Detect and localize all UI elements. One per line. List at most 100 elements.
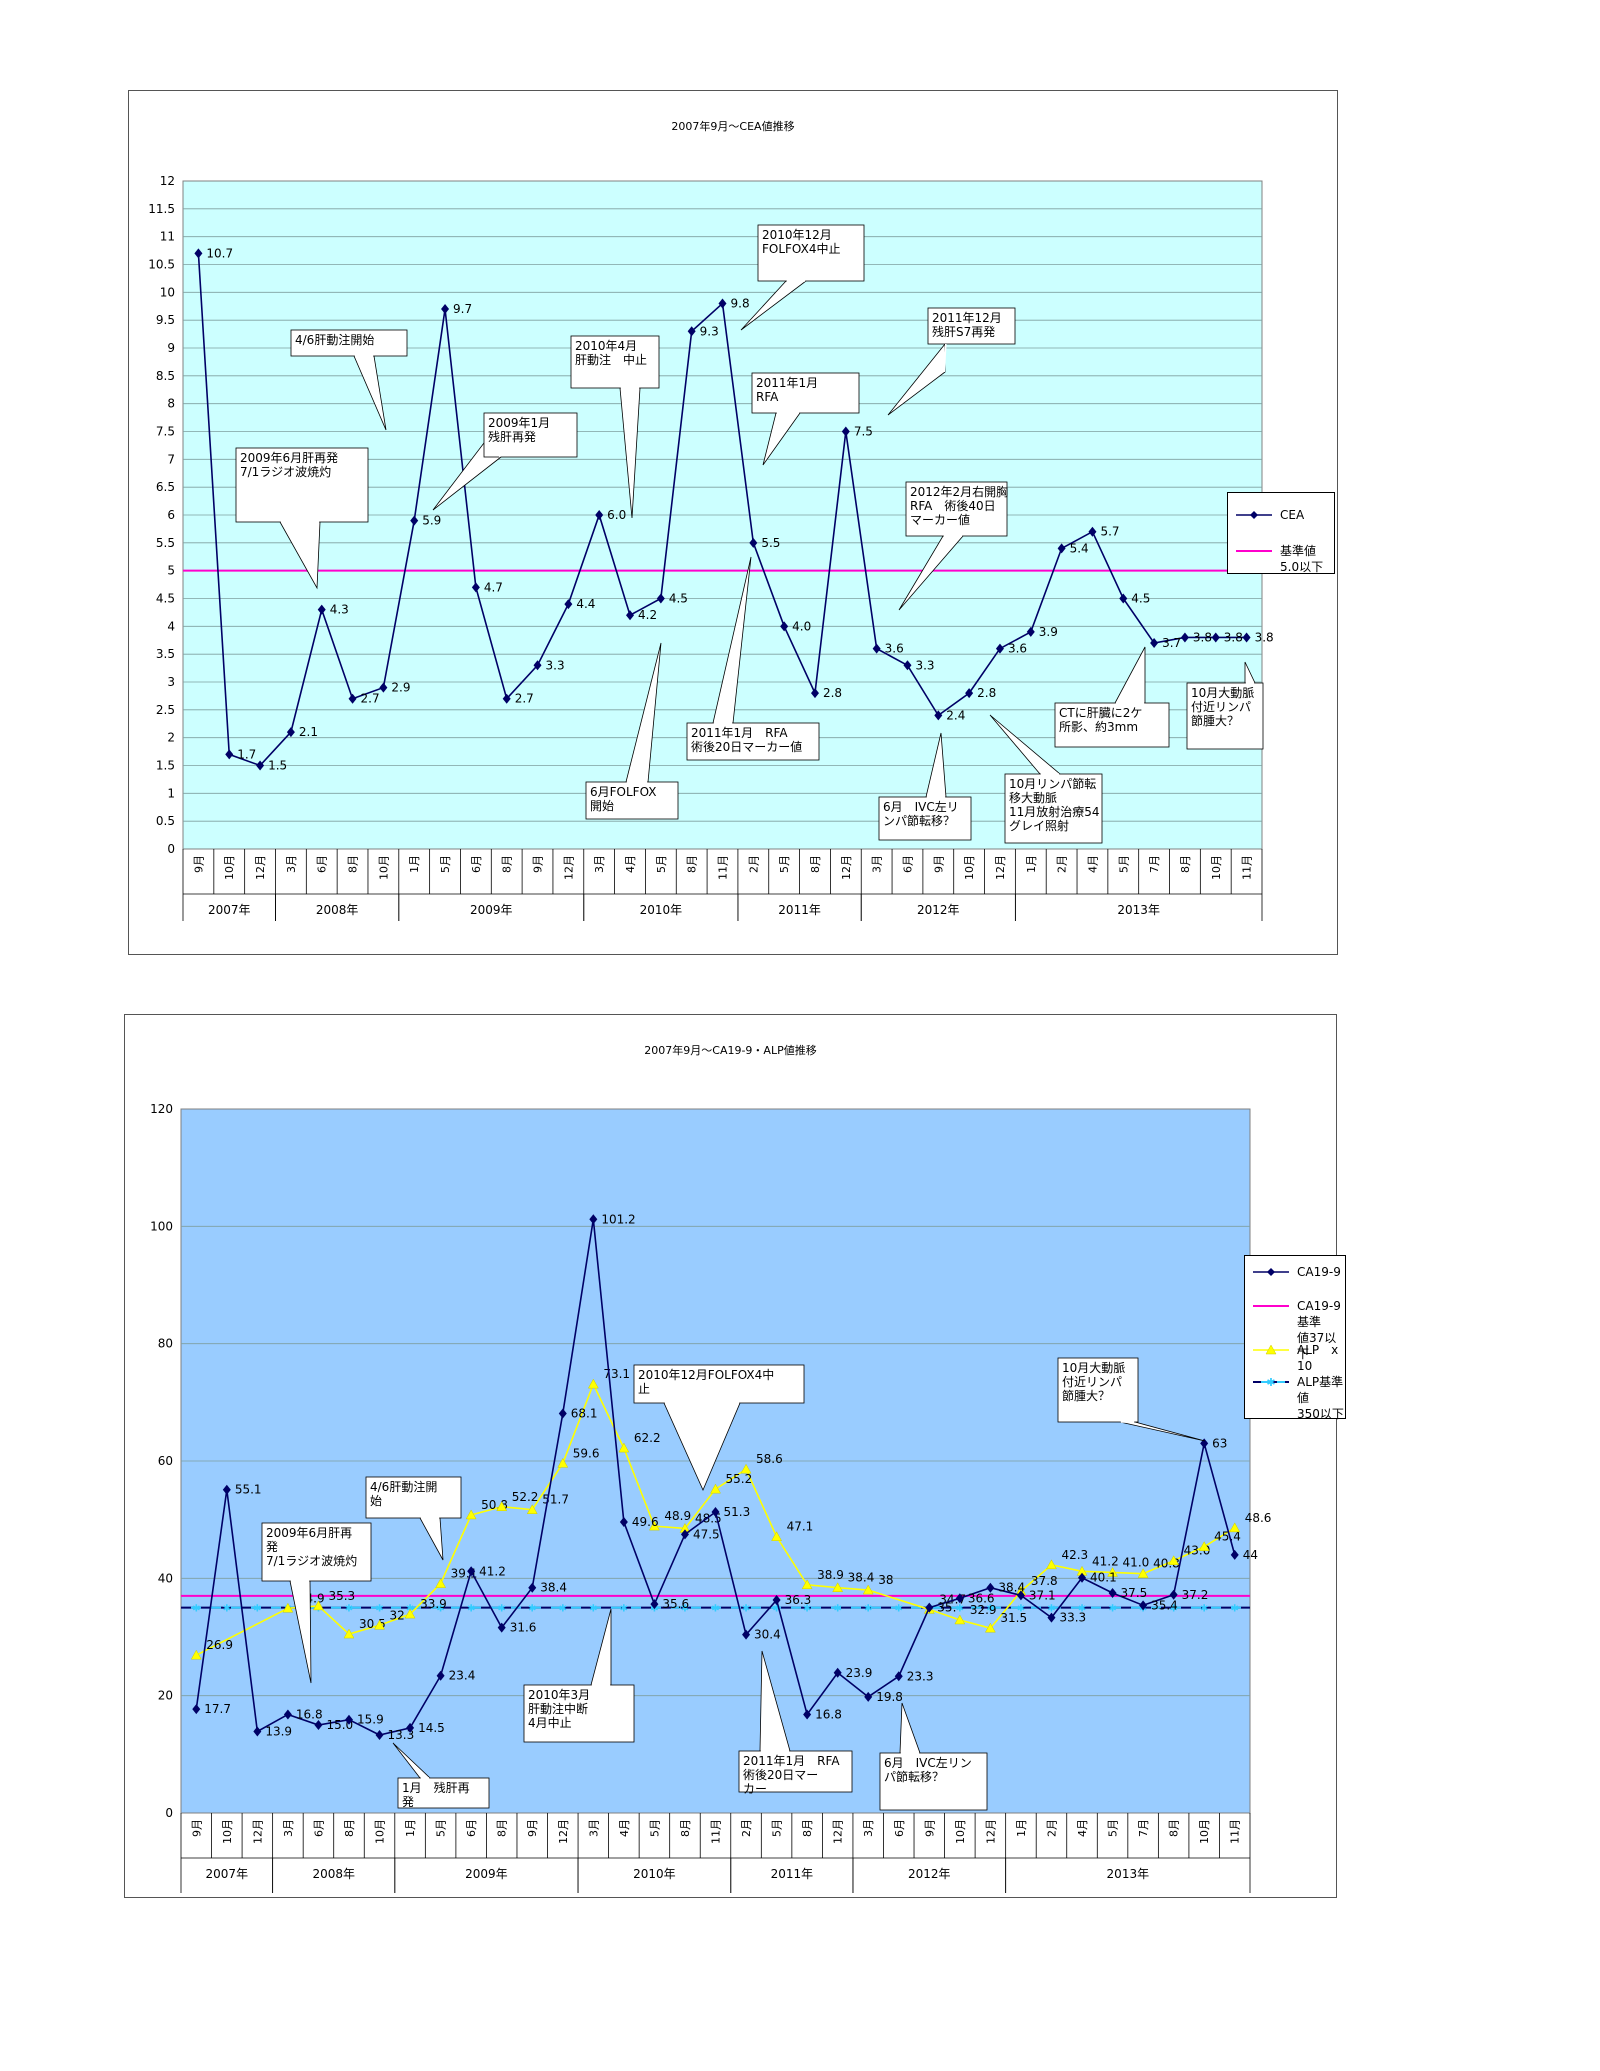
c2-data-point xyxy=(375,1729,384,1740)
c2-data-point xyxy=(1169,1589,1178,1600)
c2-alp-point xyxy=(282,1602,294,1613)
c1-data-label: 5.5 xyxy=(761,536,780,550)
legend-label-alp-baseline: ALP基準値 350以下 xyxy=(1297,1374,1345,1422)
c2-alp-point xyxy=(618,1442,630,1453)
c1-month-label: 1月 xyxy=(408,855,421,873)
c1-y-tick-label: 0.5 xyxy=(156,814,175,828)
c1-callout-box xyxy=(1186,682,1264,750)
c1-callout-text: 節腫大？ xyxy=(1191,713,1239,728)
c2-baseline-marker: ✱ xyxy=(1017,1604,1025,1615)
c2-data-label: 62.2 xyxy=(634,1431,661,1445)
c1-month-label: 6月 xyxy=(316,855,329,873)
c2-data-label: 36.3 xyxy=(785,1593,812,1607)
c2-month-label: 6月 xyxy=(312,1819,325,1837)
c2-data-label: 41.0 xyxy=(1123,1555,1150,1569)
c2-alp-point xyxy=(587,1378,599,1389)
c1-month-label: 7月 xyxy=(1148,855,1161,873)
c2-month-label: 3月 xyxy=(282,1819,295,1837)
c1-data-point xyxy=(194,248,203,259)
c1-month-label: 11月 xyxy=(717,855,730,880)
c2-month-label: 12月 xyxy=(984,1819,997,1844)
c2-month-label: 6月 xyxy=(465,1819,478,1837)
c2-month-label: 3月 xyxy=(587,1819,600,1837)
c1-data-label: 2.1 xyxy=(299,725,318,739)
c2-data-label: 59.6 xyxy=(573,1446,600,1460)
c1-data-label: 9.3 xyxy=(700,324,719,338)
c2-y-tick-label: 20 xyxy=(158,1689,173,1703)
c2-baseline-marker: ✱ xyxy=(559,1604,567,1615)
c2-data-point xyxy=(1016,1590,1025,1601)
c1-y-tick-label: 8 xyxy=(167,397,175,411)
c2-alp-point xyxy=(710,1483,721,1494)
c2-data-label: 38.4 xyxy=(998,1581,1025,1595)
c1-callout-box xyxy=(878,796,972,841)
c2-alp-point xyxy=(1137,1568,1149,1578)
c1-data-point xyxy=(1026,626,1035,637)
c1-data-point xyxy=(317,604,326,615)
c2-month-label: 5月 xyxy=(648,1819,661,1837)
c2-baseline-marker: ✱ xyxy=(742,1604,750,1615)
c2-baseline-marker: ✱ xyxy=(1047,1604,1055,1615)
c1-month-label: 12月 xyxy=(254,855,267,880)
c1-callout-text: 6月 IVC左リ xyxy=(883,799,959,814)
c1-data-point xyxy=(965,688,974,699)
c2-baseline-marker: ✱ xyxy=(345,1604,353,1615)
c2-month-label: 1月 xyxy=(1015,1819,1028,1837)
c1-data-point xyxy=(749,537,758,548)
c2-data-point xyxy=(406,1722,415,1733)
c1-y-tick-label: 8.5 xyxy=(156,369,175,383)
c1-y-tick-label: 4 xyxy=(167,619,175,633)
c2-data-label: 63 xyxy=(1212,1436,1227,1450)
c2-callout-box xyxy=(738,1750,853,1793)
c2-data-label: 15.9 xyxy=(357,1713,384,1727)
c2-callout-text: 始 xyxy=(370,1494,382,1508)
c2-data-point xyxy=(558,1408,567,1419)
c2-data-label: 33.3 xyxy=(1059,1611,1086,1625)
c2-alp-point xyxy=(526,1504,538,1514)
c1-y-tick-label: 9.5 xyxy=(156,313,175,327)
ca199-baseline-legend-swatch xyxy=(1253,1305,1289,1307)
c1-callout-text: 所影、約3mm xyxy=(1059,719,1138,734)
c2-data-label: 23.4 xyxy=(449,1669,476,1683)
c1-data-point xyxy=(1211,632,1220,643)
c1-y-tick-label: 7.5 xyxy=(156,425,175,439)
c2-data-point xyxy=(1200,1438,1209,1449)
c1-y-tick-label: 7 xyxy=(167,452,175,466)
c2-baseline-marker: ✱ xyxy=(467,1604,475,1615)
c2-data-label: 33.9 xyxy=(420,1597,447,1611)
c1-callout-box xyxy=(927,307,1016,345)
c1-y-tick-label: 9 xyxy=(167,341,175,355)
c1-month-label: 12月 xyxy=(562,855,575,880)
c2-callout-text: 止 xyxy=(638,1382,650,1396)
c2-data-label: 45.4 xyxy=(1214,1530,1241,1544)
c1-data-point xyxy=(872,643,881,654)
c2-baseline-marker: ✱ xyxy=(498,1604,506,1615)
c1-data-point xyxy=(934,710,943,721)
legend-label-alp-baseline-line1: ALP基準値 xyxy=(1297,1375,1344,1405)
c1-callout-text: 11月放射治療54 xyxy=(1009,804,1100,819)
c2-data-label: 68.1 xyxy=(571,1406,598,1420)
c2-y-tick-label: 60 xyxy=(158,1454,173,1468)
c2-month-label: 5月 xyxy=(435,1819,448,1837)
c1-data-label: 3.7 xyxy=(1162,636,1181,650)
c2-baseline-marker: ✱ xyxy=(772,1604,780,1615)
c1-y-tick-label: 10 xyxy=(160,285,175,299)
c2-data-label: 41.2 xyxy=(1092,1554,1119,1568)
c2-alp-point xyxy=(313,1600,324,1611)
c1-month-label: 3月 xyxy=(871,855,884,873)
c2-month-label: 5月 xyxy=(771,1819,784,1837)
c2-data-point xyxy=(1078,1572,1087,1583)
c1-year-label: 2011年 xyxy=(778,903,821,917)
c1-callout-join xyxy=(943,343,947,373)
c2-callout-text: 2010年3月 xyxy=(528,1688,590,1702)
c2-data-point xyxy=(772,1595,781,1606)
c1-callout-text: 2010年4月 xyxy=(575,339,637,353)
c2-data-label: 37.1 xyxy=(1029,1588,1056,1602)
c1-y-tick-label: 4.5 xyxy=(156,592,175,606)
c2-data-point xyxy=(589,1214,598,1225)
c2-data-label: 38 xyxy=(878,1573,893,1587)
c2-alp-point xyxy=(1168,1555,1180,1565)
c2-month-label: 9月 xyxy=(190,1819,203,1837)
c1-callout-text: 残肝再発 xyxy=(488,430,536,444)
c2-data-label: 51.3 xyxy=(724,1505,751,1519)
